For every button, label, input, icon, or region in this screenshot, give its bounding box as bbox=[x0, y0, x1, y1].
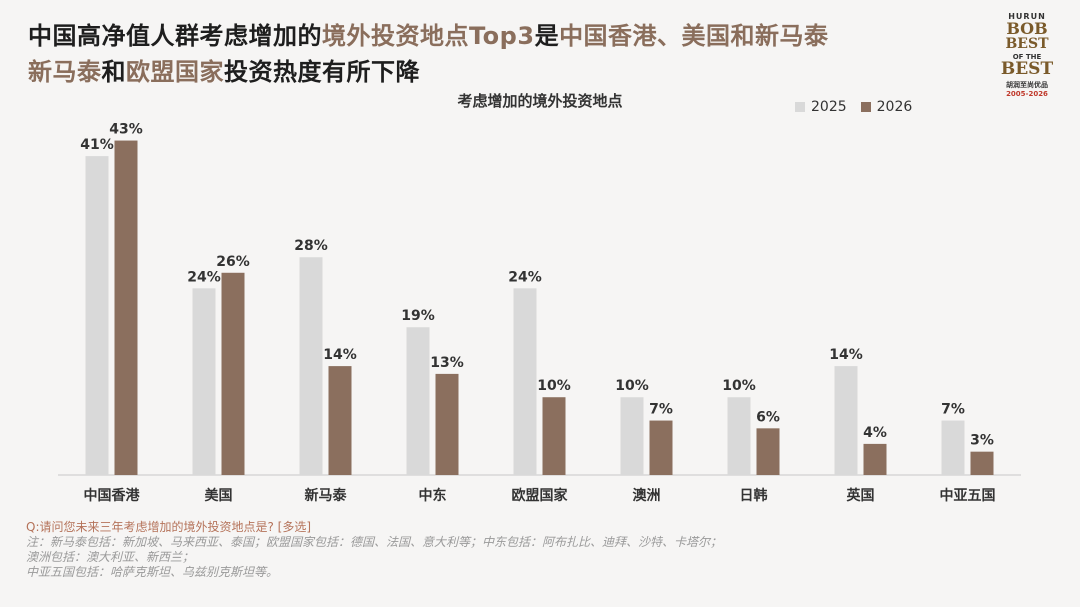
logo-best-2: BEST bbox=[1000, 59, 1054, 79]
page-title: 中国高净值人群考虑增加的境外投资地点Top3是中国香港、美国和新马泰 新马泰和欧… bbox=[28, 18, 928, 90]
logo-bob: BOB bbox=[1006, 19, 1048, 38]
bar-2026-6 bbox=[756, 428, 780, 475]
bar-2026-5 bbox=[649, 420, 673, 475]
data-label-2026-8: 3% bbox=[970, 433, 994, 449]
legend-label-2025: 2025 bbox=[811, 99, 847, 115]
category-label-4: 欧盟国家 bbox=[512, 487, 569, 504]
legend-item-2026: 2026 bbox=[860, 99, 913, 115]
title-text: 中国高净值人群考虑增加的 bbox=[28, 22, 322, 50]
hurun-logo: HURUN BOB BEST OF THE BEST 胡润至尚优品 2005-2… bbox=[992, 12, 1062, 104]
footnotes: Q:请问您未来三年考虑增加的境外投资地点是? [多选] 注：新马泰包括：新加坡、… bbox=[26, 520, 722, 580]
bar-2025-1 bbox=[192, 288, 216, 475]
legend-item-2025: 2025 bbox=[795, 99, 847, 115]
logo-of-the: OF THE bbox=[1012, 53, 1042, 61]
logo-cn-name: 胡润至尚优品 bbox=[1006, 81, 1048, 89]
data-label-2026-2: 14% bbox=[323, 347, 357, 363]
bar-2025-8 bbox=[941, 420, 965, 475]
data-label-2025-1: 24% bbox=[187, 269, 221, 285]
bar-2025-5 bbox=[620, 397, 644, 475]
bar-chart: 41%43%中国香港24%26%美国28%14%新马泰19%13%中东24%10… bbox=[58, 122, 1021, 504]
bar-2025-3 bbox=[406, 327, 430, 475]
data-label-2026-7: 4% bbox=[863, 425, 887, 441]
category-label-7: 英国 bbox=[846, 487, 875, 504]
title-highlight: 中国香港、美国和新马泰 bbox=[559, 22, 829, 50]
bar-2026-3 bbox=[435, 373, 459, 475]
data-label-2026-0: 43% bbox=[109, 122, 143, 138]
category-label-8: 中亚五国 bbox=[940, 487, 996, 504]
title-highlight: 新马泰 bbox=[28, 58, 102, 86]
data-label-2025-8: 7% bbox=[941, 402, 965, 418]
data-label-2025-3: 19% bbox=[401, 308, 435, 324]
category-label-6: 日韩 bbox=[740, 487, 768, 504]
data-label-2025-4: 24% bbox=[508, 269, 542, 285]
data-label-2026-3: 13% bbox=[430, 355, 464, 371]
title-line-1: 中国高净值人群考虑增加的境外投资地点Top3是中国香港、美国和新马泰 bbox=[28, 18, 928, 54]
category-label-3: 中东 bbox=[419, 487, 447, 504]
bar-2026-0 bbox=[114, 140, 138, 476]
data-label-2025-5: 10% bbox=[615, 378, 649, 394]
note-line: 中亚五国包括：哈萨克斯坦、乌兹别克斯坦等。 bbox=[26, 565, 279, 579]
category-label-0: 中国香港 bbox=[84, 487, 141, 504]
data-label-2026-4: 10% bbox=[537, 378, 571, 394]
bar-2025-6 bbox=[727, 397, 751, 475]
category-label-1: 美国 bbox=[205, 487, 233, 504]
bar-2026-1 bbox=[221, 272, 245, 475]
title-text: 是 bbox=[534, 22, 560, 50]
data-label-2026-6: 6% bbox=[756, 409, 780, 425]
title-highlight: 欧盟国家 bbox=[126, 58, 224, 86]
data-label-2026-1: 26% bbox=[216, 254, 250, 270]
title-highlight: 境外投资地点Top3 bbox=[322, 22, 535, 50]
category-label-5: 澳洲 bbox=[633, 487, 661, 504]
logo-best: BEST bbox=[1005, 36, 1049, 52]
survey-question: Q:请问您未来三年考虑增加的境外投资地点是? [多选] bbox=[26, 520, 312, 534]
bar-2026-8 bbox=[970, 451, 994, 475]
bar-2026-7 bbox=[863, 443, 887, 475]
title-line-2: 新马泰和欧盟国家投资热度有所下降 bbox=[28, 54, 928, 90]
chart-title: 考虑增加的境外投资地点 bbox=[457, 92, 623, 110]
logo-brand: HURUN bbox=[1008, 12, 1046, 21]
title-text: 投资热度有所下降 bbox=[224, 58, 420, 86]
note-line: 注：新马泰包括：新加坡、马来西亚、泰国；欧盟国家包括：德国、法国、意大利等；中东… bbox=[26, 535, 723, 549]
bar-2025-2 bbox=[299, 257, 323, 475]
chart-legend: 2025 2026 bbox=[795, 99, 926, 115]
bar-2025-4 bbox=[513, 288, 537, 475]
title-text: 和 bbox=[101, 58, 126, 86]
data-label-2025-2: 28% bbox=[294, 238, 328, 254]
bar-2025-7 bbox=[834, 366, 858, 475]
bar-2025-0 bbox=[85, 156, 109, 475]
logo-years: 2005-2026 bbox=[1006, 90, 1048, 98]
legend-swatch-2025 bbox=[795, 102, 805, 112]
data-label-2026-5: 7% bbox=[649, 402, 673, 418]
legend-label-2026: 2026 bbox=[876, 99, 913, 115]
data-label-2025-0: 41% bbox=[80, 137, 114, 153]
data-label-2025-7: 14% bbox=[829, 347, 863, 363]
data-label-2025-6: 10% bbox=[722, 378, 756, 394]
category-label-2: 新马泰 bbox=[305, 487, 348, 504]
bar-2026-2 bbox=[328, 366, 352, 475]
bar-2026-4 bbox=[542, 397, 566, 475]
note-line: 澳洲包括：澳大利亚、新西兰； bbox=[26, 550, 195, 564]
legend-swatch-2026 bbox=[860, 102, 871, 112]
